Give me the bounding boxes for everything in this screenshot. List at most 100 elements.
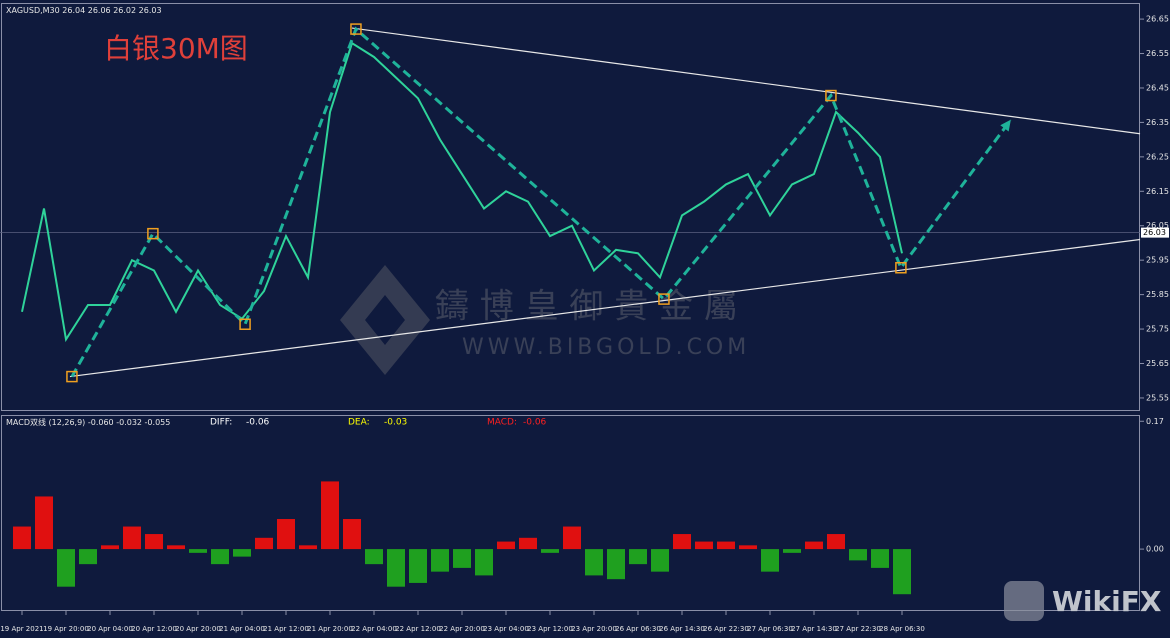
y-tick-label: 0.17 [1146, 417, 1164, 426]
macd-bar [145, 534, 163, 550]
legend-name: MACD: [487, 418, 517, 428]
macd-bar [695, 541, 713, 550]
macd-bar [211, 549, 229, 565]
y-tick-label: 25.55 [1146, 393, 1169, 402]
macd-bar [607, 549, 625, 580]
macd-bar [431, 549, 449, 572]
legend-name: DIFF: [210, 418, 232, 428]
x-tick-label: 27 Apr 06:30 [747, 625, 793, 633]
y-tick-label: 25.85 [1146, 290, 1169, 299]
macd-bar [167, 545, 185, 550]
macd-bar [805, 541, 823, 550]
macd-bar [101, 545, 119, 550]
y-tick-label: 26.15 [1146, 187, 1169, 196]
x-tick-label: 20 Apr 04:00 [87, 625, 133, 633]
legend-name: DEA: [348, 418, 370, 428]
badge-icon [1004, 581, 1044, 621]
macd-bar [651, 549, 669, 572]
x-tick-label: 21 Apr 12:00 [263, 625, 309, 633]
macd-bar [233, 549, 251, 557]
macd-bar [849, 549, 867, 561]
ohlc: 26.06 [88, 6, 111, 15]
indicator: MACD双线 (12,26,9) -0.060 -0.032 -0.055 [6, 417, 170, 427]
macd-bar [387, 549, 405, 587]
x-tick-label: 27 Apr 22:30 [835, 625, 881, 633]
macd-bar [255, 537, 273, 550]
macd-bar [717, 541, 735, 550]
ohlc: 26.03 [139, 6, 162, 15]
watermark-site: WWW.BIBGOLD.COM [462, 335, 750, 360]
macd-bar [541, 549, 559, 553]
x-tick-label: 23 Apr 20:00 [571, 625, 617, 633]
trendline [69, 238, 1141, 378]
y-tick-label: 0.00 [1146, 545, 1164, 554]
price-frame [1, 3, 1140, 411]
y-tick-label: 26.45 [1146, 83, 1169, 92]
symbol-name: XAGUSD,M30 [6, 6, 60, 15]
x-tick-label: 20 Apr 20:00 [175, 625, 221, 633]
pivot-marker [147, 227, 159, 240]
x-tick-label: 26 Apr 14:30 [659, 625, 705, 633]
legend-value: -0.06 [246, 418, 270, 428]
trendline [351, 27, 1141, 135]
x-tick-label: 27 Apr 14:30 [791, 625, 837, 633]
y-tick-label: 26.05 [1146, 221, 1169, 230]
pattern-line [70, 26, 1013, 378]
x-tick-label: 23 Apr 04:00 [483, 625, 529, 633]
macd-bar [497, 541, 515, 550]
y-tick-label: 25.75 [1146, 325, 1169, 334]
y-tick-label: 26.35 [1146, 118, 1169, 127]
macd-bar [79, 549, 97, 565]
current-price-label: 26.03 [1143, 228, 1166, 237]
macd-bar [783, 549, 801, 553]
macd-bar [277, 519, 295, 550]
macd-bar [189, 549, 207, 553]
x-tick-label: 21 Apr 04:00 [219, 625, 265, 633]
watermark-logo [340, 265, 430, 375]
x-tick-label: 20 Apr 12:00 [131, 625, 177, 633]
symbol: XAGUSD,M30 26.04 26.06 26.02 26.03 [6, 6, 162, 15]
indicator-value: -0.060 [88, 418, 114, 427]
legend-value: -0.06 [523, 418, 547, 428]
x-tick-label: 21 Apr 20:00 [307, 625, 353, 633]
macd-bar [563, 526, 581, 550]
badge-text: WikiFX [1052, 585, 1162, 618]
pivot-marker [66, 370, 78, 383]
x-tick-label: 26 Apr 06:30 [615, 625, 661, 633]
macd-bar [519, 537, 537, 550]
macd-bar [299, 545, 317, 550]
macd-bar [871, 549, 889, 568]
pivot-marker [350, 23, 362, 35]
macd-bar [827, 534, 845, 550]
macd-bar [453, 549, 471, 568]
macd-bar [739, 545, 757, 550]
pivot-marker [658, 293, 670, 305]
pivot-marker [825, 89, 837, 102]
macd-bar [629, 549, 647, 565]
indicator-value: -0.055 [145, 418, 171, 427]
wikifx-badge: WikiFX [1004, 581, 1162, 621]
x-tick-label: 23 Apr 12:00 [527, 625, 573, 633]
macd-bar [409, 549, 427, 583]
x-tick-label: 22 Apr 20:00 [439, 625, 485, 633]
watermark-logo-inner [365, 295, 405, 345]
macd-bar [585, 549, 603, 576]
legend-value: -0.03 [384, 418, 407, 428]
watermark: 鑄 博 皇 御 貴 金 屬 WWW.BIBGOLD.COM [340, 265, 750, 375]
y-tick-label: 25.95 [1146, 256, 1169, 265]
arrow-head [1000, 119, 1011, 132]
watermark-brand: 鑄 博 皇 御 貴 金 屬 [435, 287, 738, 327]
macd-bar [343, 519, 361, 550]
x-tick-label: 19 Apr 2021 [0, 625, 43, 633]
x-tick-label: 28 Apr 06:30 [879, 625, 925, 633]
macd-bar [35, 496, 53, 550]
macd-bar [13, 526, 31, 550]
y-tick-label: 26.55 [1146, 49, 1169, 58]
macd-bar [57, 549, 75, 587]
x-tick-label: 22 Apr 04:00 [351, 625, 397, 633]
macd-bar [321, 481, 339, 550]
y-tick-label: 26.25 [1146, 152, 1169, 161]
indicator-value: -0.032 [116, 418, 142, 427]
